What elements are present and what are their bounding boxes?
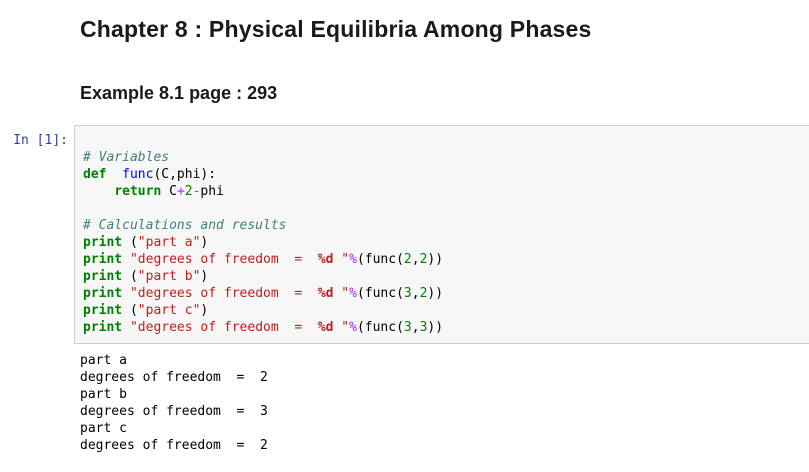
code-token: print [83,320,123,336]
code-token: ) [200,303,209,319]
code-token: print [83,235,123,251]
code-token: ( [122,303,138,319]
code-token: "degrees of freedom = [129,286,318,302]
code-line: print ("part b") [83,268,801,285]
code-token: phi [200,184,224,200]
output-line: degrees of freedom = 3 [80,404,268,420]
code-token: print [83,269,123,285]
code-token: 3 [403,320,412,336]
code-token: "part c" [137,303,201,319]
code-token: ( [122,269,138,285]
code-editor[interactable]: # Variables def func(C,phi): return C+2-p… [74,125,809,345]
code-token [122,320,130,335]
code-token: def [83,167,107,183]
code-line: print ("part c") [83,302,801,319]
code-token: % [349,320,357,336]
code-token: ( [122,235,138,251]
code-token: " [333,320,350,336]
code-token: (func( [356,286,404,302]
code-line: def func(C,phi): [83,166,801,183]
code-token: func [122,167,154,183]
code-token: 3 [419,320,428,336]
code-token: print [83,252,123,268]
code-token [83,184,114,199]
code-token: 3 [403,286,412,302]
code-token: ) [200,269,209,285]
code-token: 2 [419,286,428,302]
code-cell[interactable]: In [1]: # Variables def func(C,phi): retu… [0,125,809,345]
code-token: , [411,252,420,268]
code-token: %d [317,320,334,336]
output-line: part c [80,421,127,437]
code-token: + [176,184,185,200]
code-token: " [333,252,350,268]
code-token: 2 [419,252,428,268]
code-line [83,200,801,217]
code-token: print [83,303,123,319]
code-token: %d [317,252,334,268]
code-line: return C+2-phi [83,183,801,200]
code-token [122,286,130,301]
code-line: print "degrees of freedom = %d "%(func(3… [83,319,801,336]
code-line: print "degrees of freedom = %d "%(func(3… [83,285,801,302]
code-token: 2 [184,184,193,200]
code-token: )) [427,320,444,336]
code-line: # Variables [83,149,801,166]
code-line [83,132,801,149]
code-token: (func( [356,252,404,268]
code-token: % [349,252,357,268]
code-token: ) [200,235,209,251]
code-token: "part a" [137,235,201,251]
code-token: return [114,184,162,200]
code-token: "degrees of freedom = [129,320,318,336]
code-token: %d [317,286,334,302]
notebook-page: Chapter 8 : Physical Equilibria Among Ph… [0,16,809,472]
output-line: part a [80,353,127,369]
code-token: - [192,184,201,200]
code-line: print "degrees of freedom = %d "%(func(2… [83,251,801,268]
section-title: Example 8.1 page : 293 [80,83,278,104]
code-token: (func( [356,320,404,336]
code-token [122,252,130,267]
code-token: (C,phi): [153,167,217,183]
code-token: print [83,286,123,302]
code-token: 2 [403,252,412,268]
code-token: )) [427,286,444,302]
code-token: "part b" [137,269,201,285]
code-token: , [411,320,420,336]
code-token: # Variables [83,150,170,166]
code-token: , [411,286,420,302]
code-token: "degrees of freedom = [129,252,318,268]
code-token: C [161,184,177,200]
code-token: % [349,286,357,302]
code-line: # Calculations and results [83,217,801,234]
code-token [106,167,122,182]
input-prompt: In [1]: [13,133,68,149]
code-line: print ("part a") [83,234,801,251]
output-line: degrees of freedom = 2 [80,370,268,386]
cell-output: part a degrees of freedom = 2 part b degree… [80,352,809,454]
output-line: degrees of freedom = 2 [80,438,268,454]
output-line: part b [80,387,127,403]
code-token: " [333,286,350,302]
page-title: Chapter 8 : Physical Equilibria Among Ph… [80,16,592,42]
code-token: )) [427,252,444,268]
code-token: # Calculations and results [83,218,287,234]
